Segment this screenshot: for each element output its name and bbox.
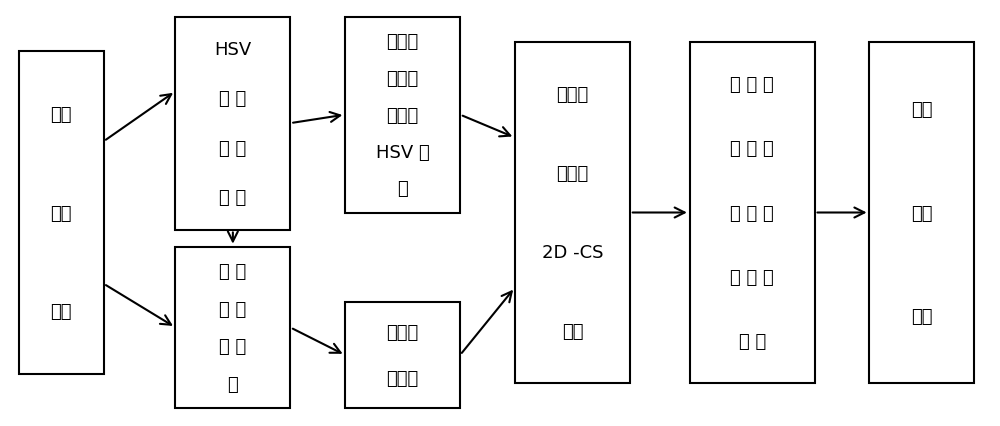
- Bar: [345, 17, 460, 213]
- Text: HSV: HSV: [214, 41, 251, 59]
- Text: 征: 征: [397, 180, 408, 198]
- Text: 度 共: 度 共: [219, 300, 246, 318]
- Text: 生 矩: 生 矩: [219, 337, 246, 355]
- Text: 输出: 输出: [911, 101, 933, 119]
- Text: 分层纹: 分层纹: [387, 323, 419, 341]
- Bar: [869, 43, 974, 383]
- Text: 彩色: 彩色: [50, 106, 72, 124]
- Text: 拟 灰: 拟 灰: [219, 262, 246, 280]
- Text: 性 神 经: 性 神 经: [730, 204, 774, 222]
- Text: 图像: 图像: [50, 302, 72, 320]
- Text: 与分层: 与分层: [387, 106, 419, 124]
- Bar: [175, 247, 290, 409]
- Text: 数字: 数字: [50, 204, 72, 222]
- Text: 分 层: 分 层: [219, 140, 246, 158]
- Bar: [175, 17, 290, 230]
- Text: 分层映: 分层映: [387, 33, 419, 51]
- Text: 缩感知: 缩感知: [556, 164, 589, 182]
- Text: 结果: 结果: [911, 307, 933, 325]
- Bar: [515, 43, 630, 383]
- Text: HSV 特: HSV 特: [376, 143, 430, 161]
- Text: 馈 非 线: 馈 非 线: [730, 140, 774, 158]
- Text: 网 络 分: 网 络 分: [730, 268, 774, 286]
- Text: 射矩阵: 射矩阵: [387, 69, 419, 87]
- Text: 理特征: 理特征: [387, 369, 419, 387]
- Text: 二维压: 二维压: [556, 86, 589, 104]
- Text: 三 层 前: 三 层 前: [730, 76, 774, 94]
- Text: 2D -CS: 2D -CS: [542, 244, 603, 262]
- Text: 空 间: 空 间: [219, 90, 246, 108]
- Text: 表 示: 表 示: [219, 189, 246, 207]
- Bar: [345, 302, 460, 409]
- Text: 阵: 阵: [227, 375, 238, 393]
- Text: 类 器: 类 器: [739, 332, 766, 350]
- Bar: [690, 43, 815, 383]
- Text: 分类: 分类: [911, 204, 933, 222]
- Bar: [19, 52, 104, 374]
- Text: 测量: 测量: [562, 322, 583, 340]
